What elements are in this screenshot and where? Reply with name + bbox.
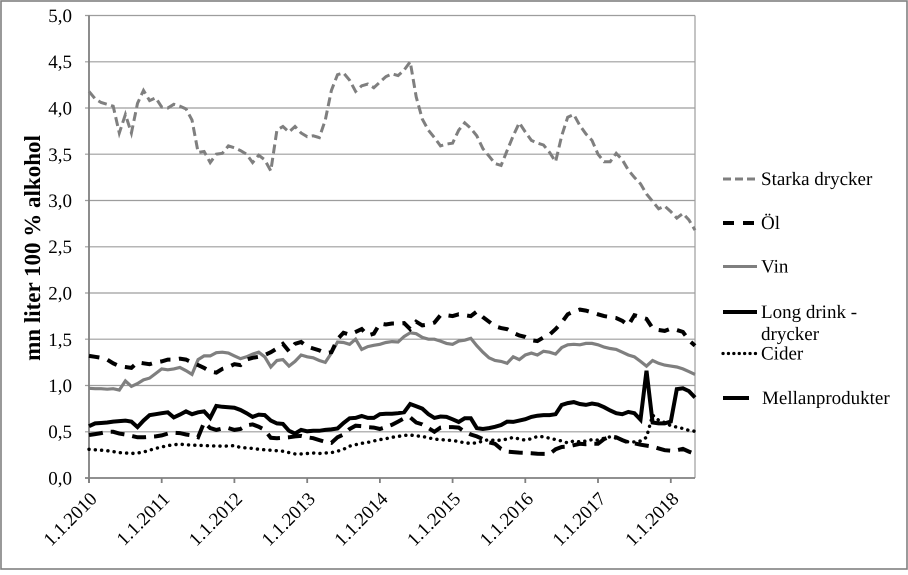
svg-text:Starka drycker: Starka drycker xyxy=(761,169,873,190)
svg-text:mn liter 100 % alkohol: mn liter 100 % alkohol xyxy=(20,135,45,361)
svg-text:1,0: 1,0 xyxy=(48,376,72,397)
svg-text:Vin: Vin xyxy=(761,257,789,278)
svg-text:Mellanprodukter: Mellanprodukter xyxy=(762,388,890,409)
svg-text:drycker: drycker xyxy=(761,324,820,345)
svg-text:0,5: 0,5 xyxy=(48,422,72,443)
svg-text:2,5: 2,5 xyxy=(48,237,72,258)
svg-text:0,0: 0,0 xyxy=(48,469,72,490)
svg-text:Öl: Öl xyxy=(761,213,780,234)
svg-text:4,0: 4,0 xyxy=(48,99,72,120)
svg-text:1,5: 1,5 xyxy=(48,330,72,351)
svg-text:4,5: 4,5 xyxy=(48,52,72,73)
svg-text:2,0: 2,0 xyxy=(48,284,72,305)
svg-text:3,5: 3,5 xyxy=(48,145,72,166)
svg-text:3,0: 3,0 xyxy=(48,191,72,212)
svg-text:Cider: Cider xyxy=(761,344,804,365)
svg-text:5,0: 5,0 xyxy=(48,6,72,27)
svg-text:Long drink -: Long drink - xyxy=(761,302,857,323)
